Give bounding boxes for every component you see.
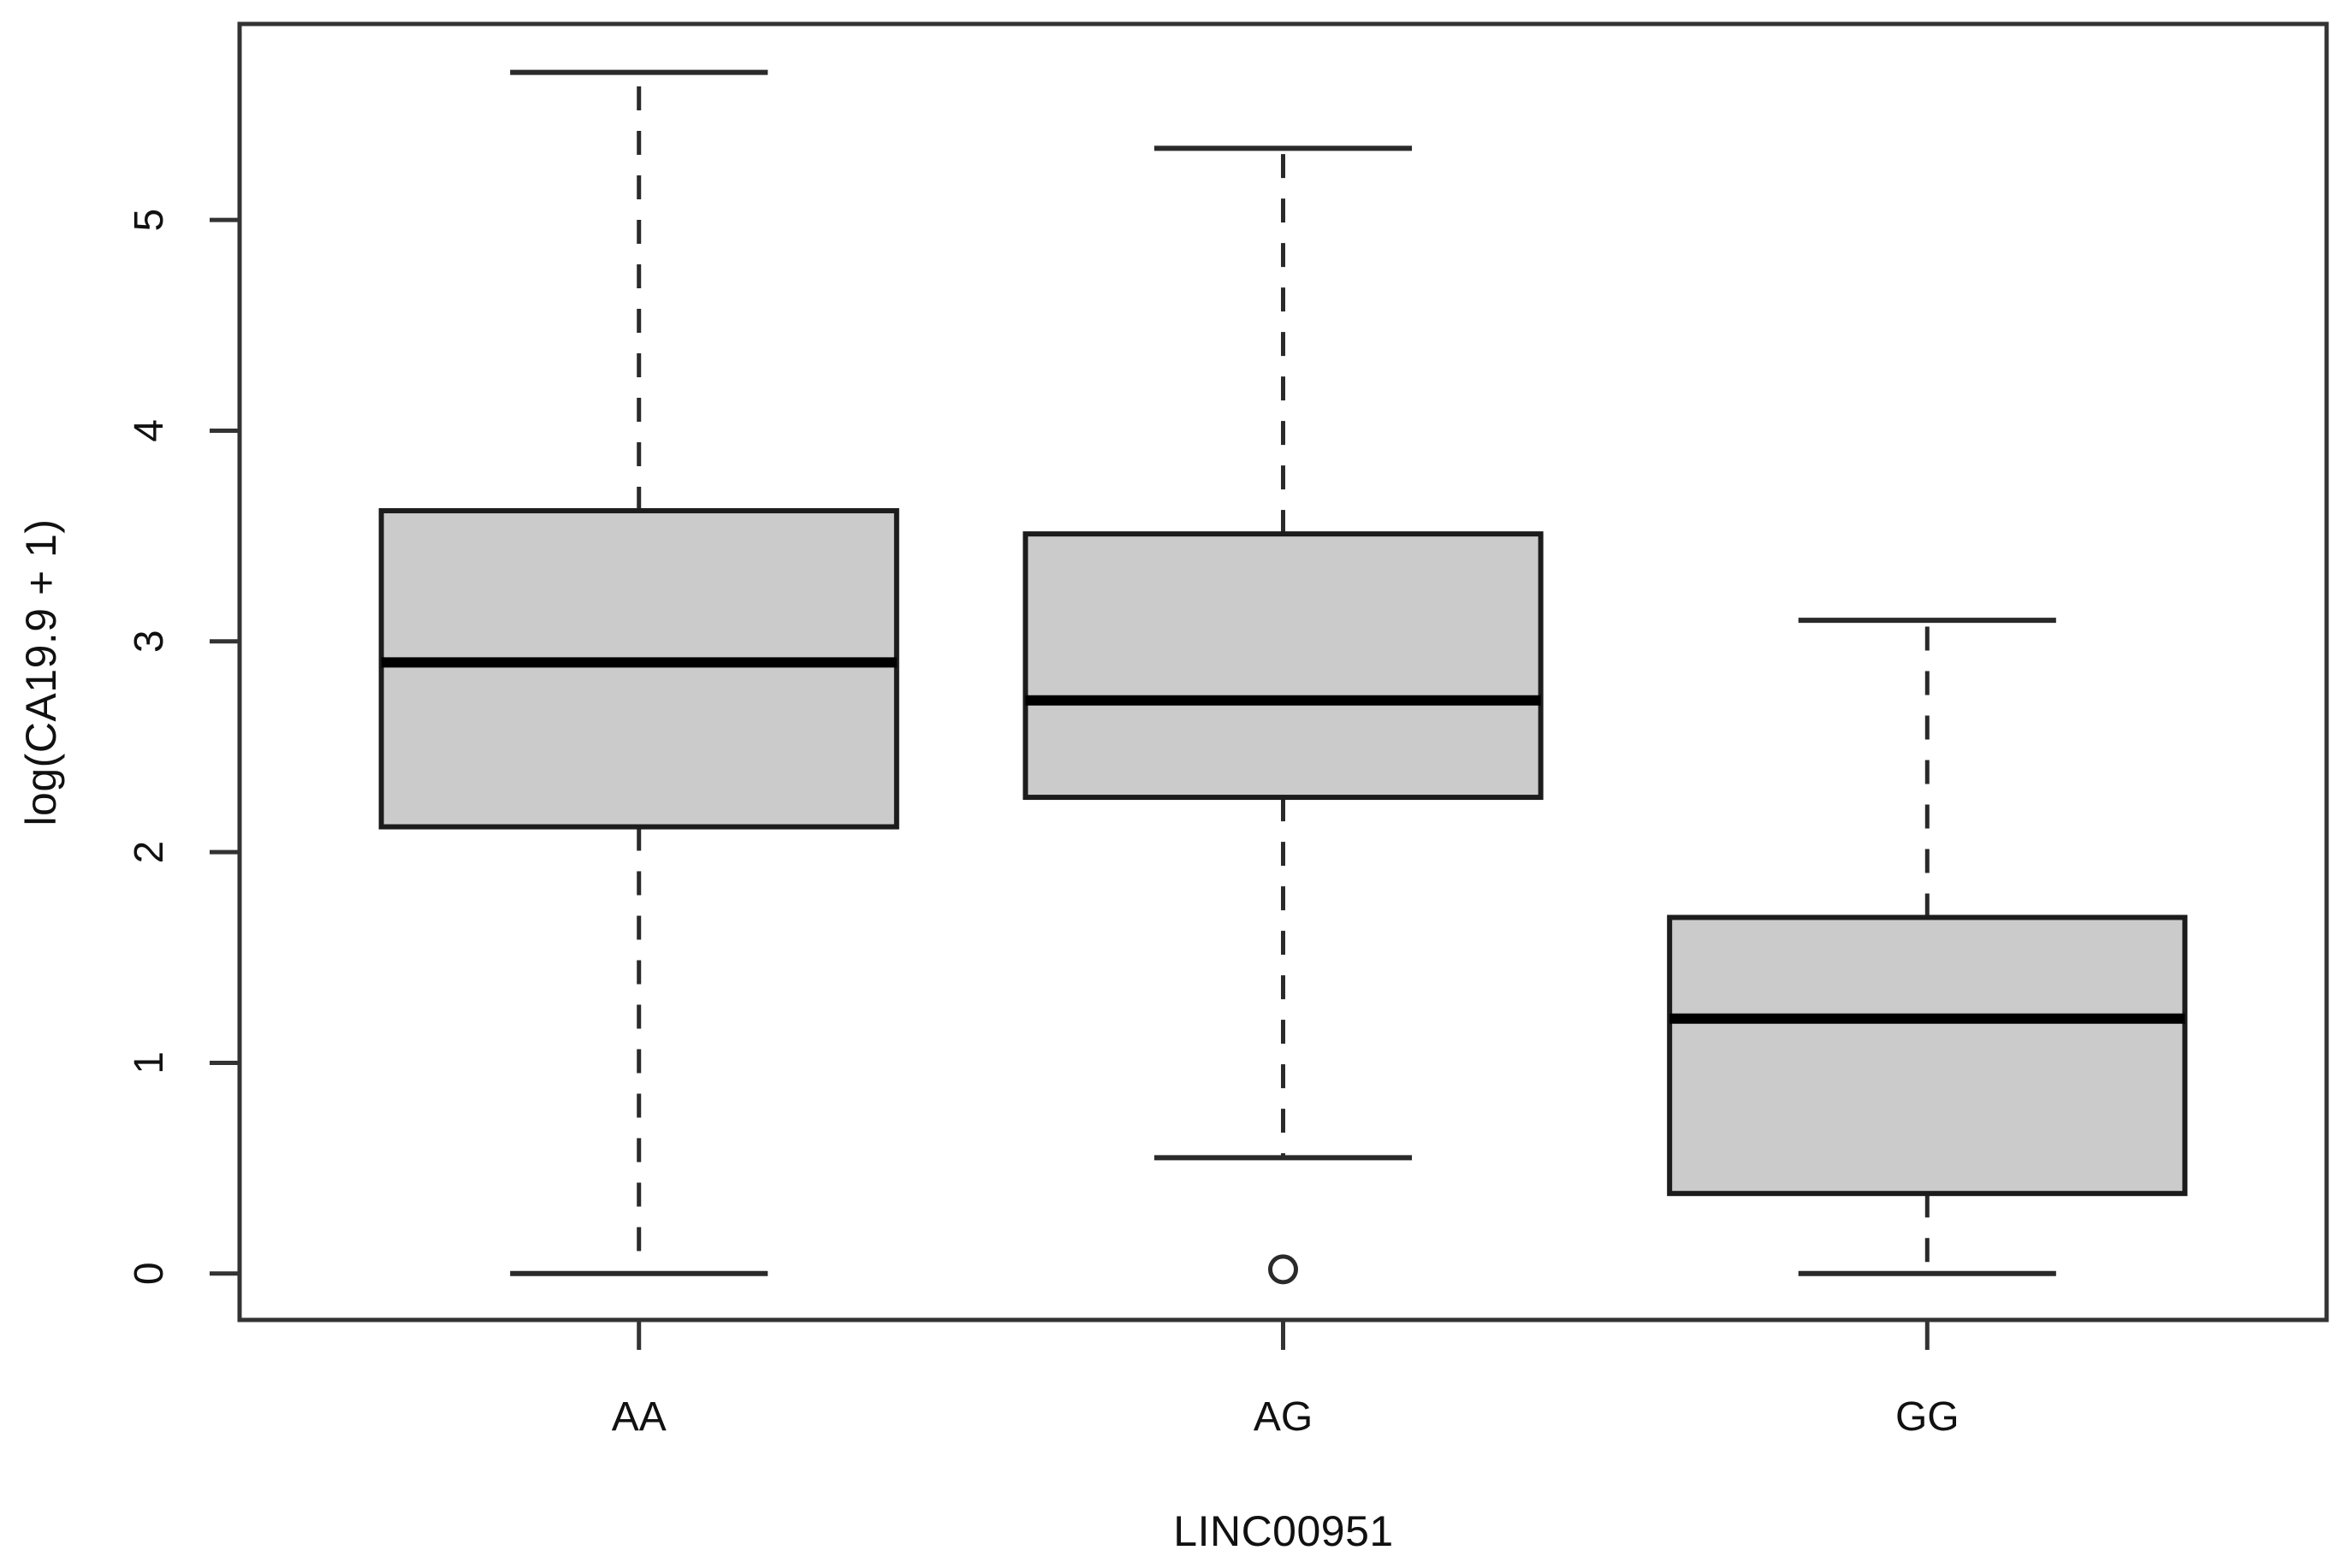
x-axis-category-label: GG bbox=[1895, 1394, 1960, 1440]
y-axis-tick-label: 0 bbox=[127, 1262, 172, 1285]
outlier-point bbox=[1268, 1254, 1298, 1285]
y-axis-tick-label: 4 bbox=[127, 419, 172, 442]
iqr-box bbox=[1667, 914, 2188, 1197]
y-axis-tick-label: 1 bbox=[127, 1051, 172, 1074]
x-axis-title: LINC00951 bbox=[1173, 1507, 1394, 1555]
y-axis-tick-label: 2 bbox=[127, 841, 172, 864]
y-axis-title: log(CA19.9 + 1) bbox=[17, 518, 65, 826]
y-axis-tick-label: 5 bbox=[127, 209, 172, 232]
box-group-aa bbox=[378, 69, 899, 1276]
y-axis-tick-label: 3 bbox=[127, 630, 172, 653]
x-axis-category-label: AG bbox=[1254, 1394, 1313, 1440]
iqr-box bbox=[378, 508, 899, 830]
box-group-ag bbox=[1023, 145, 1544, 1285]
box-group-gg bbox=[1667, 618, 2188, 1276]
x-axis-category-label: AA bbox=[612, 1394, 667, 1440]
iqr-box bbox=[1023, 531, 1544, 801]
plot-frame bbox=[237, 21, 2329, 1322]
